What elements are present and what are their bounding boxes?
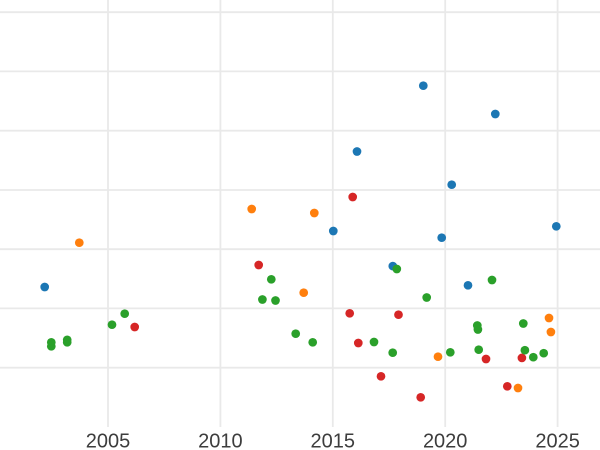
svg-text:2005: 2005 — [86, 431, 131, 450]
svg-text:2010: 2010 — [198, 431, 243, 450]
svg-text:2020: 2020 — [423, 431, 468, 450]
svg-text:2015: 2015 — [311, 431, 356, 450]
svg-text:2025: 2025 — [535, 431, 580, 450]
